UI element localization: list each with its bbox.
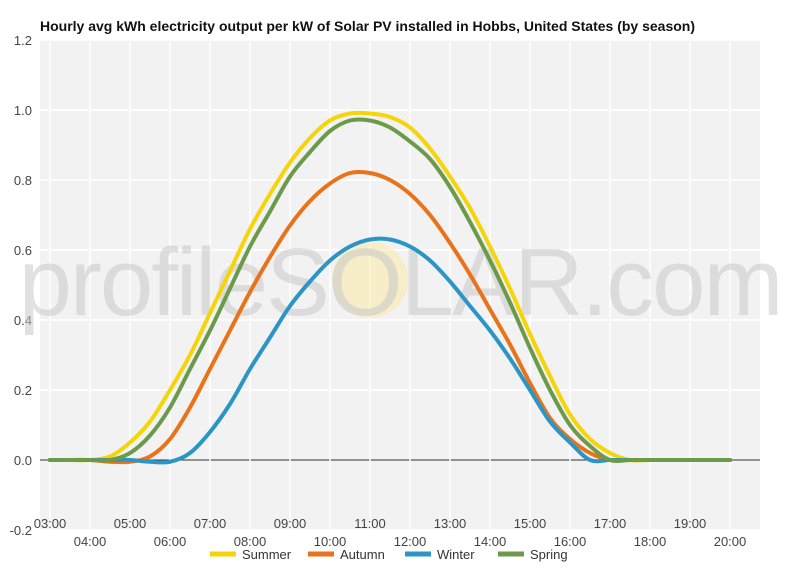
legend-label-autumn: Autumn	[340, 547, 385, 562]
x-tick-label: 05:00	[114, 516, 147, 531]
x-tick-label: 18:00	[634, 534, 667, 549]
y-tick-label: 1.0	[14, 103, 32, 118]
x-tick-label: 15:00	[514, 516, 547, 531]
x-tick-label: 03:00	[34, 516, 67, 531]
watermark-sun-icon	[332, 242, 408, 318]
watermark-text: profileSOLAR.com	[19, 229, 782, 336]
x-tick-label: 08:00	[234, 534, 267, 549]
y-tick-label: 0.8	[14, 173, 32, 188]
y-tick-label: -0.2	[10, 523, 32, 538]
x-tick-label: 12:00	[394, 534, 427, 549]
x-tick-label: 20:00	[714, 534, 747, 549]
x-tick-label: 19:00	[674, 516, 707, 531]
x-tick-label: 13:00	[434, 516, 467, 531]
x-tick-label: 04:00	[74, 534, 107, 549]
y-tick-label: 0.6	[14, 243, 32, 258]
x-tick-label: 17:00	[594, 516, 627, 531]
x-tick-label: 11:00	[354, 516, 386, 531]
y-tick-label: 0.2	[14, 383, 32, 398]
x-tick-label: 10:00	[314, 534, 347, 549]
y-tick-label: 1.2	[14, 33, 32, 48]
y-tick-label: 0.4	[14, 313, 32, 328]
x-tick-label: 07:00	[194, 516, 227, 531]
series-line-spring	[48, 117, 732, 464]
chart-title: Hourly avg kWh electricity output per kW…	[40, 18, 695, 34]
legend-label-winter: Winter	[437, 547, 475, 562]
x-tick-label: 06:00	[154, 534, 187, 549]
y-tick-label: 0.0	[14, 453, 32, 468]
legend-label-summer: Summer	[242, 547, 292, 562]
x-tick-label: 16:00	[554, 534, 587, 549]
x-tick-label: 14:00	[474, 534, 507, 549]
series-line-summer	[48, 110, 732, 463]
legend-label-spring: Spring	[530, 547, 568, 562]
x-tick-label: 09:00	[274, 516, 307, 531]
